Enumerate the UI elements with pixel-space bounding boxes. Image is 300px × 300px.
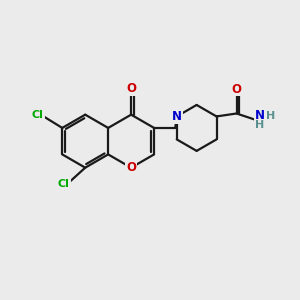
Text: O: O — [232, 82, 242, 95]
Text: N: N — [254, 109, 265, 122]
Text: H: H — [266, 111, 275, 121]
Text: Cl: Cl — [58, 179, 70, 189]
Text: O: O — [126, 82, 136, 95]
Text: Cl: Cl — [32, 110, 44, 120]
Text: N: N — [172, 110, 182, 123]
Text: O: O — [126, 161, 136, 174]
Text: H: H — [255, 120, 264, 130]
